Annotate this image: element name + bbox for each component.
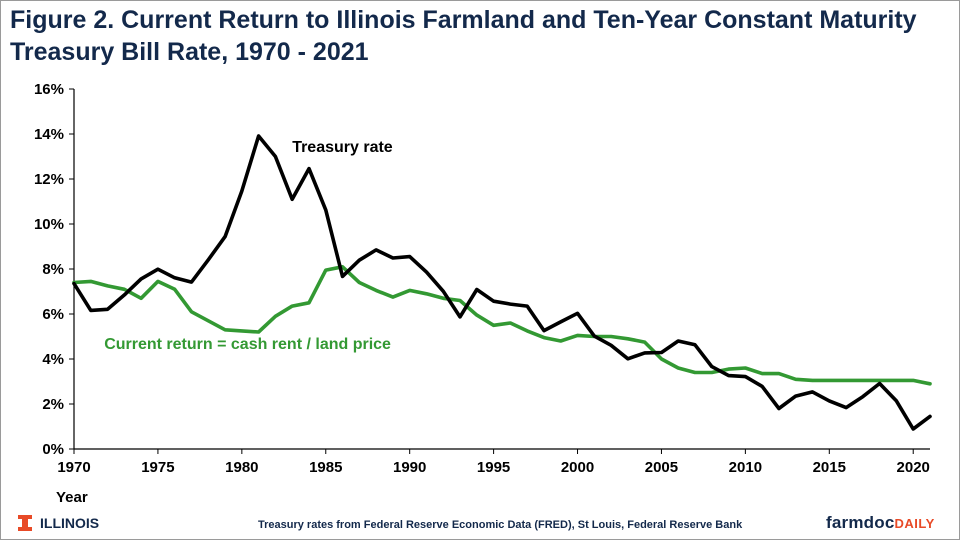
x-tick-label: 2020: [897, 459, 930, 476]
y-tick-label: 10%: [34, 216, 64, 233]
x-tick-label: 1985: [309, 459, 342, 476]
x-tick-label: 1980: [225, 459, 258, 476]
x-tick-label: 2010: [729, 459, 762, 476]
y-tick-label: 8%: [42, 261, 64, 278]
chart-annotations: Treasury rate Current return = cash rent …: [104, 139, 393, 353]
current-return-label: Current return = cash rent / land price: [104, 336, 391, 353]
y-tick-label: 4%: [42, 351, 64, 368]
x-tick-label: 1990: [393, 459, 426, 476]
x-tick-label: 1995: [477, 459, 510, 476]
chart-series: [72, 134, 932, 431]
current-return-line: [72, 264, 932, 386]
chart-title: Figure 2. Current Return to Illinois Far…: [10, 4, 940, 68]
x-axis-ticks: 1970 1975 1980 1985 1990 1995 2000 2005 2010 2015…: [56, 449, 930, 506]
x-tick-label: 2000: [561, 459, 594, 476]
chart-title-line-1: Figure 2. Current Return to Illinois Far…: [10, 6, 917, 34]
y-axis-ticks: 0% 2% 4% 6% 8% 10% 12% 14% 16%: [34, 81, 74, 458]
x-tick-label: 2005: [645, 459, 678, 476]
treasury-rate-line: [72, 134, 932, 431]
illinois-logo: ILLINOIS: [18, 515, 99, 531]
x-axis-title: Year: [56, 489, 88, 506]
farmdoc-daily-logo: farmdocDAILY: [826, 513, 935, 533]
source-note: Treasury rates from Federal Reserve Econ…: [258, 519, 743, 531]
y-tick-label: 6%: [42, 306, 64, 323]
illinois-logo-text: ILLINOIS: [40, 515, 100, 531]
treasury-rate-label: Treasury rate: [292, 139, 393, 156]
y-tick-label: 0%: [42, 441, 64, 458]
y-tick-label: 16%: [34, 81, 64, 98]
brand-accent: DAILY: [894, 516, 935, 531]
brand-main: farmdoc: [826, 513, 895, 532]
x-tick-label: 2015: [813, 459, 846, 476]
y-tick-label: 14%: [34, 126, 64, 143]
x-tick-label: 1970: [57, 459, 90, 476]
illinois-block-i-icon: [18, 515, 32, 531]
x-tick-label: 1975: [141, 459, 174, 476]
y-tick-label: 2%: [42, 396, 64, 413]
y-tick-label: 12%: [34, 171, 64, 188]
chart-title-line-2: Treasury Bill Rate, 1970 - 2021: [10, 38, 369, 66]
